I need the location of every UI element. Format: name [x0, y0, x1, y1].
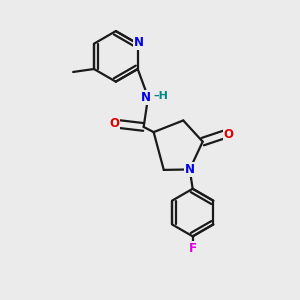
Text: O: O — [224, 128, 233, 141]
Text: F: F — [189, 242, 197, 255]
Text: N: N — [141, 91, 151, 104]
Text: N: N — [185, 163, 195, 176]
Text: –H: –H — [153, 92, 168, 101]
Text: O: O — [109, 118, 119, 130]
Text: N: N — [134, 36, 144, 49]
